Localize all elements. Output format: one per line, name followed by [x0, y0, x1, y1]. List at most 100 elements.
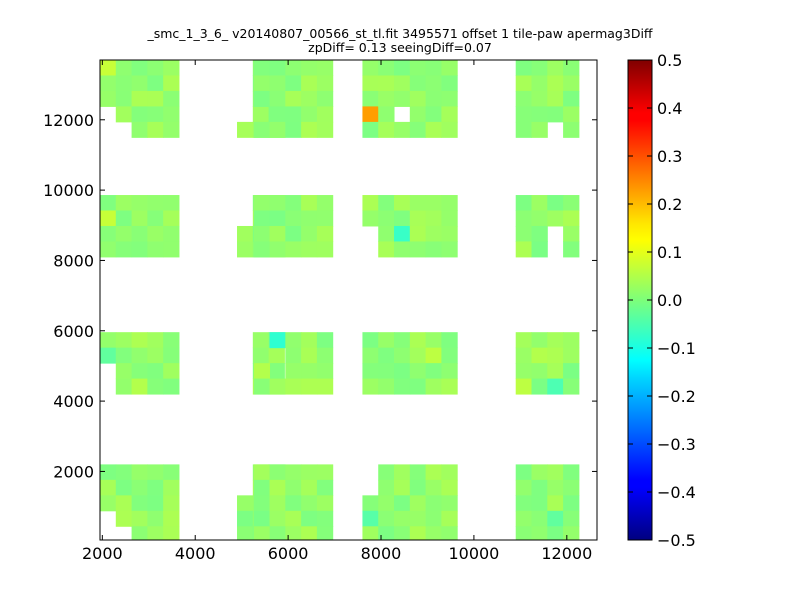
- heatmap-cell: [425, 378, 442, 395]
- heatmap-cell: [378, 332, 395, 349]
- heatmap-cell: [515, 241, 533, 258]
- heatmap-cell: [378, 75, 395, 92]
- heatmap-cell: [409, 378, 427, 395]
- heatmap-cell: [285, 241, 302, 258]
- heatmap-cell: [378, 195, 395, 212]
- heatmap-cell: [441, 195, 458, 212]
- heatmap-cell: [425, 75, 442, 92]
- heatmap-cell: [115, 195, 133, 212]
- x-tick-label: 2000: [82, 544, 123, 563]
- heatmap-cell: [100, 60, 117, 76]
- heatmap-cell: [515, 106, 533, 123]
- heatmap-cell: [547, 195, 564, 212]
- heatmap-cell: [378, 479, 395, 496]
- chart-title-line2: zpDiff= 0.13 seeingDiff=0.07: [308, 40, 492, 55]
- heatmap-cell: [547, 510, 564, 527]
- heatmap-cell: [163, 210, 180, 227]
- heatmap-cell: [163, 363, 180, 380]
- y-tick-label: 10000: [43, 181, 94, 200]
- heatmap-cell: [269, 332, 286, 349]
- chart-title-line1: _smc_1_3_6_ v20140807_00566_st_tl.fit 34…: [147, 26, 653, 41]
- heatmap-cell: [131, 495, 148, 512]
- heatmap-cell: [285, 121, 302, 138]
- heatmap-cell: [425, 121, 442, 138]
- heatmap-cell: [531, 332, 548, 349]
- heatmap-cell: [409, 121, 427, 138]
- y-axis: 2000 4000 6000 8000 10000 12000: [43, 111, 597, 481]
- heatmap-cell: [253, 90, 271, 107]
- heatmap-cell: [441, 332, 458, 349]
- heatmap-cell: [515, 121, 533, 138]
- heatmap-cell: [378, 378, 395, 395]
- heatmap-cell: [441, 464, 458, 481]
- heatmap-cell: [285, 195, 302, 212]
- heatmap-cell: [147, 347, 164, 364]
- heatmap-cell: [441, 363, 458, 380]
- heatmap-cell: [409, 75, 427, 92]
- heatmap-cell: [409, 241, 427, 258]
- heatmap-cell: [115, 332, 133, 349]
- colorbar-tick-label: −0.2: [657, 387, 696, 406]
- heatmap-cell: [409, 332, 427, 349]
- heatmap-cell: [147, 479, 164, 496]
- heatmap-cell: [394, 464, 411, 481]
- heatmap-cell: [163, 195, 180, 212]
- heatmap-cell: [269, 495, 286, 512]
- heatmap-cell: [563, 363, 580, 380]
- heatmap-cell: [131, 464, 148, 481]
- heatmap-cell: [100, 464, 117, 481]
- heatmap-cell: [115, 479, 133, 496]
- heatmap-cell: [425, 225, 442, 242]
- heatmap-cell: [409, 60, 427, 76]
- heatmap-cell: [131, 332, 148, 349]
- heatmap-cell: [316, 363, 334, 380]
- heatmap-cell: [531, 378, 548, 395]
- heatmap-cell: [100, 90, 117, 107]
- heatmap-cell: [269, 106, 286, 123]
- heatmap-cell: [253, 195, 271, 212]
- heatmap-cell: [394, 121, 411, 138]
- heatmap-cell: [115, 225, 133, 242]
- heatmap-cell: [515, 90, 533, 107]
- heatmap-cell: [515, 347, 533, 364]
- heatmap-cell: [301, 464, 318, 481]
- heatmap-cell: [131, 210, 148, 227]
- heatmap-cell: [409, 225, 427, 242]
- plot-frame: [99, 59, 598, 541]
- heatmap-cell: [362, 60, 379, 76]
- heatmap-cell: [285, 60, 302, 76]
- heatmap-cell: [301, 526, 318, 540]
- heatmap-cell: [362, 347, 379, 364]
- heatmap-cell: [515, 378, 533, 395]
- heatmap-cell: [115, 106, 133, 123]
- heatmap-cell: [531, 210, 548, 227]
- heatmap-cell: [362, 526, 379, 540]
- heatmap-cell: [515, 332, 533, 349]
- heatmap-cell: [147, 225, 164, 242]
- heatmap-cell: [425, 241, 442, 258]
- heatmap-cell: [131, 60, 148, 76]
- heatmap-cell: [268, 363, 285, 380]
- heatmap-cell: [301, 378, 318, 395]
- heatmap-cell: [131, 378, 148, 395]
- heatmap-cell: [301, 210, 318, 227]
- heatmap-cell: [100, 210, 117, 227]
- y-tick-label: 12000: [43, 111, 94, 130]
- heatmap-cell: [531, 510, 548, 527]
- heatmap-cell: [268, 347, 285, 364]
- heatmap-cell: [441, 90, 458, 107]
- heatmap-cell: [531, 495, 548, 512]
- heatmap-cell: [362, 363, 379, 380]
- heatmap-cell: [115, 510, 133, 527]
- heatmap-cell: [269, 195, 286, 212]
- heatmap-cell: [316, 60, 334, 76]
- heatmap-cell: [316, 210, 334, 227]
- heatmap-cell: [409, 90, 427, 107]
- heatmap-cell: [115, 75, 133, 92]
- heatmap-cell: [394, 60, 411, 76]
- heatmap-cell: [131, 121, 148, 138]
- heatmap-cell: [115, 90, 133, 107]
- heatmap-cell: [253, 121, 271, 138]
- heatmap-cell: [253, 363, 271, 380]
